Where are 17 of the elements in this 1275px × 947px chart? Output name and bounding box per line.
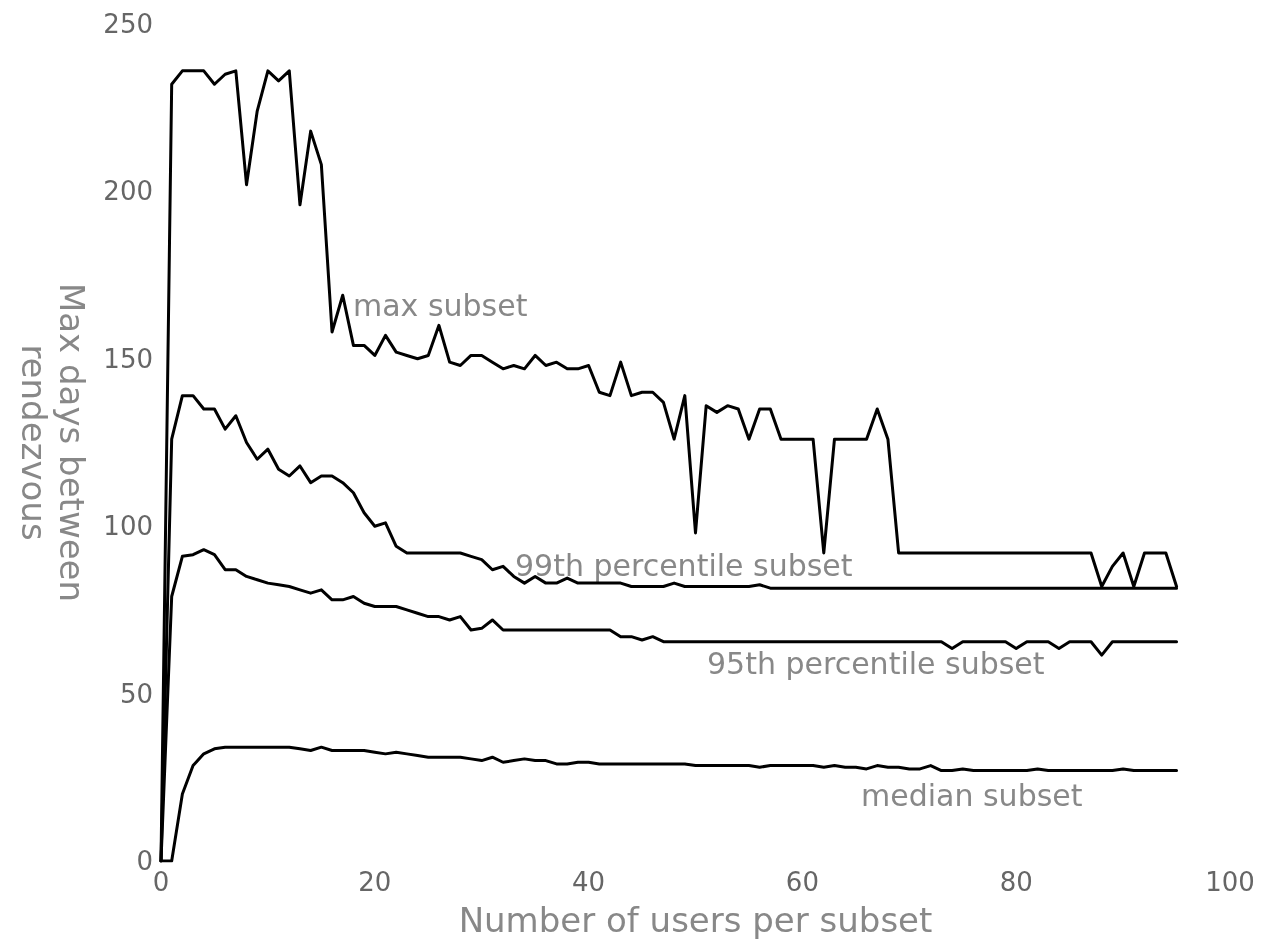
y-tick-label: 100 [103, 511, 153, 542]
series-label: median subset [861, 777, 1083, 813]
y-tick-label: 250 [103, 9, 153, 39]
x-tick-label: 20 [358, 867, 392, 897]
y-tick-label: 0 [136, 846, 153, 876]
x-tick-label: 100 [1205, 867, 1255, 897]
x-tick-label: 40 [572, 867, 606, 897]
y-tick-label: 150 [103, 343, 153, 374]
series-label: 99th percentile subset [515, 547, 853, 583]
y-tick-label: 50 [119, 678, 153, 709]
x-tick-label: 80 [999, 867, 1033, 897]
series-label: max subset [353, 287, 528, 323]
series-label: 95th percentile subset [707, 645, 1045, 681]
x-axis-title: Number of users per subset [458, 900, 933, 940]
y-axis-title: Max days between rendezvous [14, 282, 92, 603]
x-tick-label: 60 [785, 867, 819, 897]
y-tick-label: 200 [103, 176, 153, 207]
